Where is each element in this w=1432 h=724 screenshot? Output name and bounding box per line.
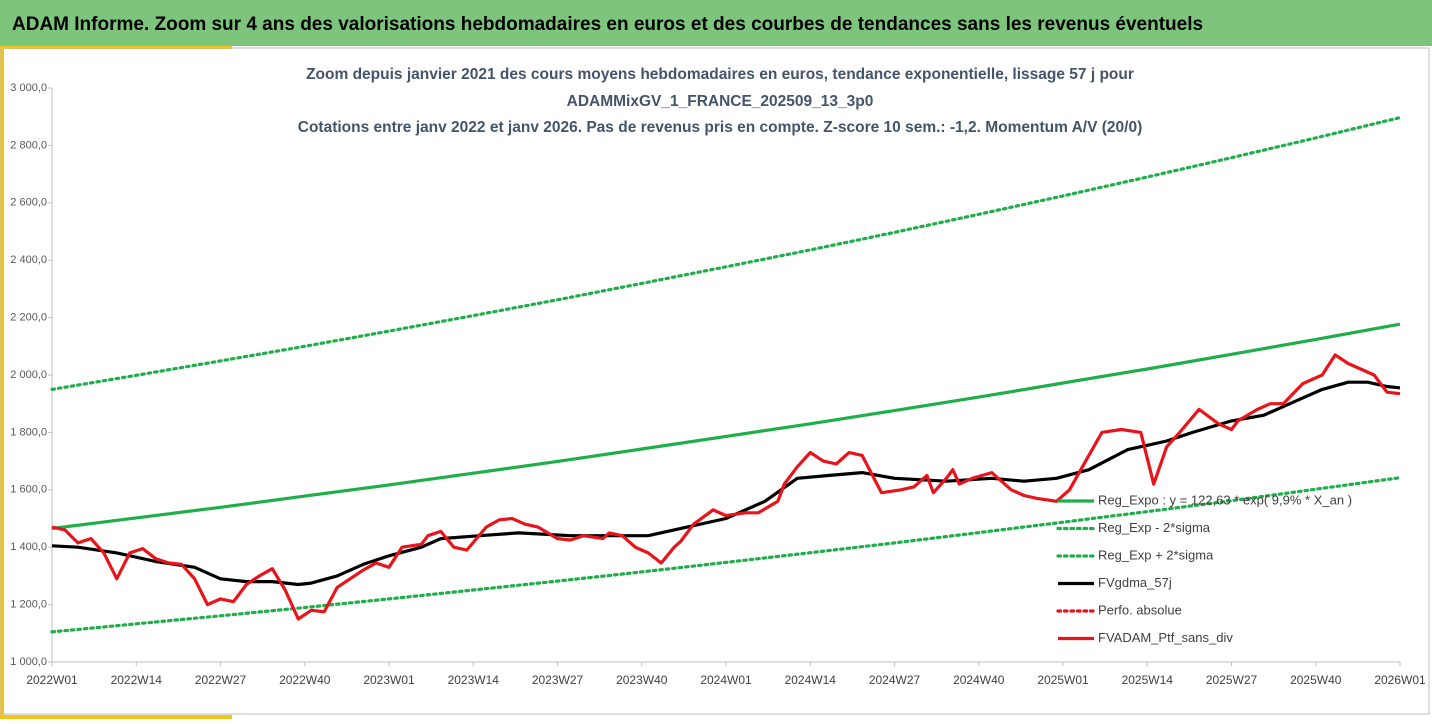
legend-label: Perfo. absolue — [1098, 602, 1182, 617]
series-line — [50, 116, 1402, 391]
x-tick-label: 2025W40 — [1290, 673, 1342, 687]
y-tick-label: 2 400,0 — [10, 254, 47, 266]
x-tick-label: 2024W14 — [785, 673, 837, 687]
x-tick-label: 2023W27 — [532, 673, 584, 687]
chart-title-line: Cotations entre janv 2022 et janv 2026. … — [298, 119, 1143, 136]
y-tick-label: 2 800,0 — [10, 139, 47, 151]
x-tick-label: 2022W27 — [195, 673, 247, 687]
series-line — [51, 322, 1401, 531]
page-title: ADAM Informe. Zoom sur 4 ans des valoris… — [12, 14, 1203, 35]
x-tick-label: 2022W40 — [279, 673, 331, 687]
x-tick-label: 2025W01 — [1037, 673, 1089, 687]
y-tick-label: 1 200,0 — [10, 599, 47, 611]
chart-border — [0, 47, 1430, 715]
x-tick-label: 2025W14 — [1122, 673, 1174, 687]
x-tick-label: 2024W27 — [869, 673, 921, 687]
x-tick-label: 2026W01 — [1374, 673, 1426, 687]
series-line — [50, 476, 1402, 634]
x-tick-label: 2022W14 — [111, 673, 163, 687]
series-line — [51, 353, 1401, 621]
header-bar — [0, 0, 1432, 46]
x-tick-label: 2024W40 — [953, 673, 1005, 687]
chart-title-line: Zoom depuis janvier 2021 des cours moyen… — [306, 66, 1134, 83]
y-tick-label: 1 600,0 — [10, 484, 47, 496]
y-tick-label: 1 800,0 — [10, 426, 47, 438]
legend-label: Reg_Exp - 2*sigma — [1098, 520, 1211, 535]
chart-title-line: ADAMMixGV_1_FRANCE_202509_13_3p0 — [567, 93, 874, 110]
bottom-strip — [4, 715, 232, 719]
y-tick-label: 3 000,0 — [10, 82, 47, 94]
x-tick-label: 2023W14 — [448, 673, 500, 687]
y-tick-label: 1 400,0 — [10, 541, 47, 553]
x-tick-label: 2024W01 — [700, 673, 752, 687]
y-tick-label: 2 000,0 — [10, 369, 47, 381]
y-tick-label: 1 000,0 — [10, 656, 47, 668]
series-line — [51, 380, 1401, 587]
legend-label: FVgdma_57j — [1098, 575, 1172, 590]
x-tick-label: 2023W40 — [616, 673, 668, 687]
x-tick-label: 2025W27 — [1206, 673, 1258, 687]
y-tick-label: 2 600,0 — [10, 197, 47, 209]
legend-label: Reg_Expo : y = 122,63 * exp( 9,9% * X_an… — [1098, 492, 1352, 507]
chart-title: Zoom depuis janvier 2021 des cours moyen… — [298, 66, 1143, 136]
legend-label: Reg_Exp + 2*sigma — [1098, 547, 1214, 562]
legend-label: FVADAM_Ptf_sans_div — [1098, 630, 1233, 645]
y-tick-label: 2 200,0 — [10, 312, 47, 324]
x-tick-label: 2023W01 — [363, 673, 415, 687]
x-tick-label: 2022W01 — [26, 673, 78, 687]
left-strip — [0, 46, 4, 719]
